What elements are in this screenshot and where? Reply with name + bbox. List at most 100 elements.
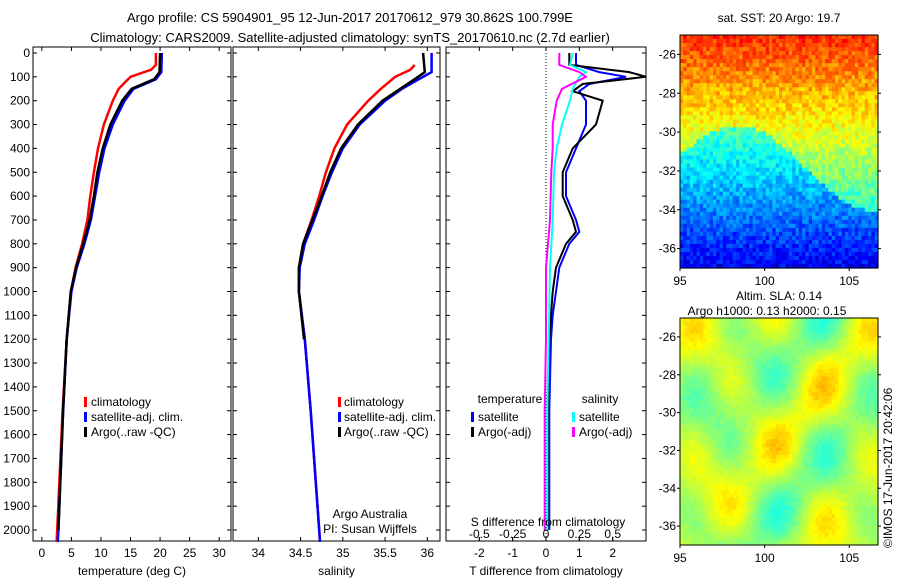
map-cell — [808, 35, 813, 40]
map-cell — [845, 127, 849, 132]
map-cell — [815, 203, 820, 209]
map-cell — [818, 255, 823, 261]
map-cell — [792, 187, 797, 193]
map-cell — [709, 179, 714, 185]
map-cell — [815, 235, 820, 241]
map-cell — [802, 43, 806, 48]
map-cell — [805, 43, 810, 48]
map-cell — [812, 115, 816, 120]
map-cell — [686, 264, 691, 269]
map-cell — [719, 423, 724, 429]
map-cell — [746, 87, 750, 92]
map-cell — [746, 147, 750, 153]
map-cell — [815, 191, 820, 197]
map-cell — [729, 179, 734, 185]
map-cell — [706, 486, 711, 491]
map-cell — [739, 243, 744, 249]
map-cell — [736, 47, 740, 52]
map-cell — [772, 183, 777, 189]
map-cell — [683, 63, 688, 68]
map-cell — [693, 521, 698, 526]
map-cell — [719, 231, 724, 237]
map-cell — [755, 251, 760, 257]
map-cell — [693, 63, 698, 68]
map-cell — [752, 75, 757, 80]
map-cell — [769, 35, 773, 40]
map-cell — [726, 392, 731, 397]
map-cell — [805, 239, 810, 245]
map-cell — [713, 368, 717, 374]
map-cell — [693, 75, 698, 80]
map-cell — [739, 419, 744, 425]
map-cell — [755, 219, 760, 225]
map-cell — [719, 470, 724, 476]
map-cell — [802, 103, 806, 108]
map-cell — [703, 404, 707, 409]
map-cell — [831, 199, 836, 205]
map-cell — [788, 203, 793, 209]
map-cell — [762, 215, 767, 221]
map-cell — [683, 247, 688, 253]
map-cell — [788, 119, 793, 124]
map-cell — [808, 235, 813, 241]
map-cell — [779, 239, 783, 245]
map-cell — [864, 179, 869, 185]
map-cell — [703, 55, 707, 60]
map-cell — [726, 99, 731, 104]
map-cell — [755, 175, 760, 181]
map-cell — [716, 458, 721, 464]
map-cell — [722, 95, 727, 100]
map-cell — [848, 123, 853, 128]
map-cell — [689, 388, 694, 393]
map-cell — [742, 341, 747, 346]
map-cell — [749, 143, 754, 149]
map-cell — [722, 43, 727, 48]
map-cell — [765, 35, 770, 40]
map-cell — [848, 35, 853, 40]
map-cell — [795, 115, 800, 120]
map-cell — [749, 75, 754, 80]
map-cell — [729, 127, 734, 132]
map-cell — [788, 199, 793, 205]
map-cell — [686, 223, 691, 229]
map-cell — [762, 147, 767, 153]
map-cell — [686, 361, 691, 366]
map-cell — [798, 227, 803, 233]
map-cell — [686, 478, 691, 483]
y-tick-label: -26 — [659, 47, 677, 61]
map-cell — [755, 255, 760, 261]
map-cell — [868, 47, 872, 52]
map-cell — [854, 211, 859, 217]
map-cell — [746, 135, 750, 140]
map-cell — [719, 219, 724, 225]
map-cell — [835, 91, 839, 96]
map-cell — [739, 147, 744, 153]
map-cell — [693, 427, 698, 433]
map-cell — [719, 255, 724, 261]
map-cell — [864, 239, 869, 245]
map-cell — [808, 111, 813, 116]
map-cell — [805, 211, 810, 217]
map-cell — [716, 341, 721, 346]
map-cell — [769, 95, 773, 100]
map-cell — [861, 139, 866, 144]
map-cell — [838, 171, 843, 177]
map-cell — [765, 119, 770, 124]
map-cell — [683, 380, 688, 386]
map-cell — [831, 171, 836, 177]
map-cell — [689, 478, 694, 483]
map-cell — [759, 183, 764, 189]
s-tick-label: 0 — [543, 527, 550, 541]
map-cell — [722, 404, 727, 409]
map-cell — [788, 111, 793, 116]
map-cell — [742, 183, 747, 189]
map-cell — [716, 439, 721, 444]
map-cell — [693, 107, 698, 112]
map-cell — [719, 171, 724, 177]
map-cell — [713, 35, 717, 40]
map-cell — [683, 482, 688, 487]
map-cell — [861, 67, 866, 72]
map-cell — [864, 167, 869, 173]
map-cell — [742, 127, 747, 132]
map-cell — [696, 167, 701, 173]
